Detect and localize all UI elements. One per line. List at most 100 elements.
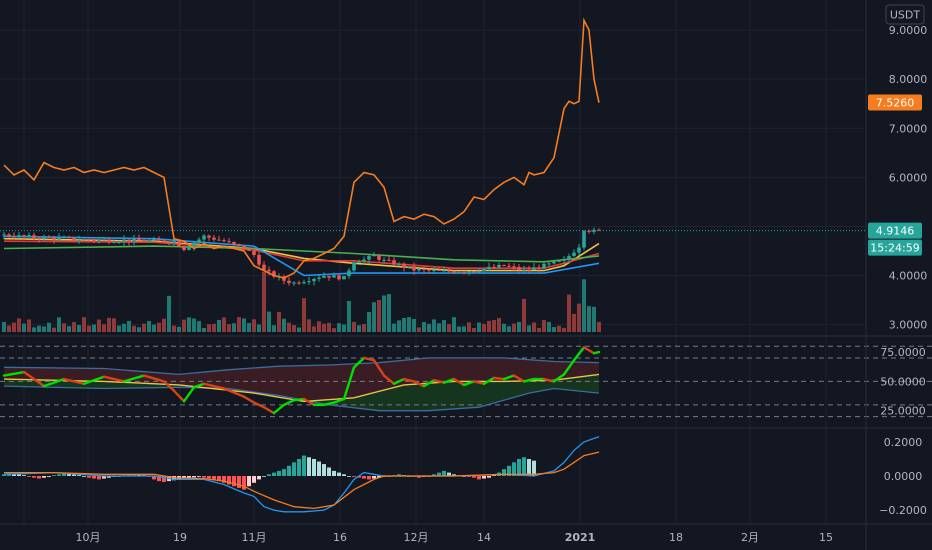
rsi-lower-band-fill	[4, 374, 599, 411]
candle-body	[332, 275, 336, 278]
rsi-moving-average-line	[3, 373, 600, 403]
macd-histogram-bar	[332, 470, 336, 476]
rsi-panel[interactable]	[0, 345, 932, 418]
volume-bar	[462, 326, 466, 332]
macd-panel[interactable]	[2, 436, 600, 513]
rsi-dashed-levels	[0, 345, 932, 418]
volume-bar	[227, 324, 231, 332]
macd-histogram-bar	[182, 476, 186, 479]
candle-body	[102, 239, 106, 241]
volume-bar	[157, 322, 161, 332]
volume-bar	[347, 301, 351, 332]
volume-bar	[422, 322, 426, 332]
rsi-segment	[182, 386, 196, 403]
candle-body	[577, 247, 581, 253]
rsi-axis[interactable]: 75.0000 50.0000 25.0000	[880, 346, 926, 418]
macd-histogram-bar	[202, 476, 206, 478]
price-tick-label: 3.0000	[889, 319, 928, 332]
volume-bar	[92, 324, 96, 332]
macd-histogram-bar	[197, 476, 201, 477]
candle-body	[297, 282, 301, 284]
currency-button[interactable]: USDT	[885, 4, 925, 25]
time-tick-label: 2月	[741, 531, 759, 544]
candle-body	[487, 266, 491, 269]
volume-bar	[527, 325, 531, 332]
rsi-segment	[332, 397, 346, 404]
macd-histogram-bar	[342, 474, 346, 476]
candle-body	[397, 263, 401, 265]
price-axis[interactable]: 9.0000 8.0000 7.0000 6.0000 4.0000 3.0000	[889, 24, 928, 332]
candle-body	[377, 255, 381, 260]
volume-bar	[267, 311, 271, 332]
macd-histogram-bar	[27, 476, 31, 477]
volume-bar	[317, 321, 321, 332]
time-tick-label: 18	[669, 531, 683, 544]
volume-bar	[57, 317, 61, 332]
candle-body	[367, 256, 371, 260]
macd-histogram-bar	[92, 476, 96, 479]
rsi-segment	[142, 374, 166, 383]
candle-body	[177, 241, 181, 247]
volume-bar	[532, 322, 536, 332]
time-axis[interactable]: 10月 19 11月 16 12月 14 2021 18 2月 15	[76, 531, 834, 544]
rsi-segment	[322, 401, 336, 407]
candle-body	[412, 266, 416, 271]
price-panel[interactable]	[0, 17, 866, 332]
volume-bar	[52, 327, 56, 332]
moving-average-line	[3, 235, 600, 277]
macd-histogram-bar	[377, 476, 381, 478]
volume-bar	[362, 323, 366, 332]
candle-body	[117, 241, 121, 243]
macd-histogram-bar	[77, 475, 81, 476]
candle-body	[217, 239, 221, 241]
candle-body	[287, 280, 291, 283]
volume-bar	[562, 327, 566, 332]
volume-bar	[127, 320, 131, 332]
volume-bar	[522, 298, 526, 332]
rsi-segment	[202, 382, 226, 390]
candle-body	[57, 237, 61, 240]
macd-histogram-bar	[337, 472, 341, 476]
price-tick-label: 9.0000	[889, 24, 928, 37]
rsi-upper-band-fill	[4, 357, 599, 402]
candle-body	[372, 255, 376, 257]
rsi-segment	[2, 370, 26, 377]
macd-histogram-bar	[207, 476, 211, 479]
macd-histogram-bar	[447, 472, 451, 476]
candle-body	[347, 270, 351, 277]
volume-bar	[432, 319, 436, 332]
candle-body	[137, 238, 141, 241]
rsi-segment	[122, 374, 146, 383]
rsi-segment	[432, 379, 446, 384]
volume-bar	[247, 322, 251, 332]
rsi-segment	[252, 401, 266, 409]
candle-body	[67, 237, 71, 239]
time-tick-label: 10月	[76, 531, 101, 544]
macd-histogram-bar	[282, 469, 286, 476]
candle-body	[357, 261, 361, 263]
candle-body	[107, 239, 111, 243]
volume-bar	[257, 324, 261, 332]
candle-body	[207, 235, 211, 238]
time-tick-label: 14	[477, 531, 491, 544]
macd-histogram-bar	[22, 475, 26, 476]
rsi-segment	[462, 380, 476, 387]
volume-bar	[97, 319, 101, 332]
candle-body	[147, 240, 151, 242]
candle-body	[497, 264, 501, 268]
candle-body	[337, 275, 341, 280]
macd-tick-label: −0.2000	[879, 504, 927, 517]
macd-histogram-bar	[417, 476, 421, 478]
macd-axis[interactable]: 0.2000 0.0000 −0.2000	[879, 436, 927, 517]
volume-bar	[552, 327, 556, 332]
candle-body	[512, 266, 516, 268]
candle-body	[37, 237, 41, 239]
volume-bar	[542, 319, 546, 332]
rsi-segment	[582, 346, 596, 355]
volume-bar	[162, 318, 166, 332]
macd-histogram-bar	[212, 476, 216, 480]
volume-bar	[222, 317, 226, 332]
volume-bar	[482, 323, 486, 332]
macd-histogram-bar	[437, 472, 441, 476]
